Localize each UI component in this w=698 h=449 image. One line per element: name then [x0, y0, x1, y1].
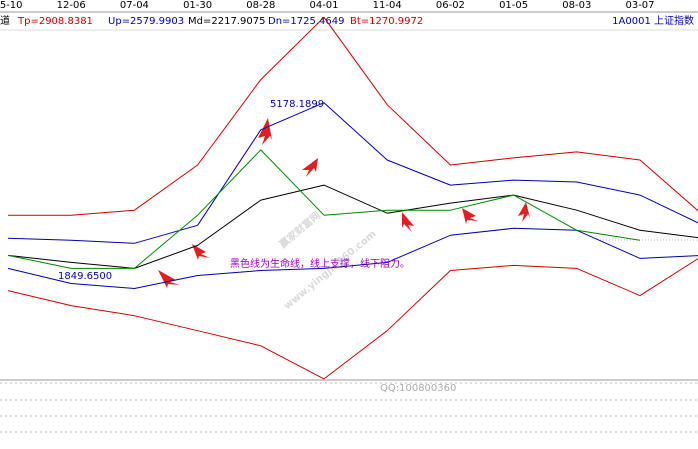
series-line	[7, 102, 698, 244]
arrows	[158, 118, 530, 288]
series-line	[7, 258, 698, 380]
series-line	[7, 227, 698, 289]
annotation: 5178.1899	[270, 99, 324, 110]
x-tick-label: 08-28	[246, 0, 275, 11]
x-tick-label: 08-03	[562, 0, 591, 11]
x-tick-label: 11-04	[373, 0, 402, 11]
x-tick-label: 12-06	[57, 0, 86, 11]
header-label: Bt=1270.9972	[350, 16, 423, 27]
x-tick-label: 05-10	[0, 0, 23, 11]
x-tick-label: 01-05	[499, 0, 528, 11]
series-line	[8, 16, 698, 216]
header-label: Up=2579.9903	[108, 16, 184, 27]
x-tick-label: 03-07	[625, 0, 654, 11]
x-tick-label: 01-30	[183, 0, 212, 11]
header-label: Tp=2908.8381	[17, 16, 93, 27]
symbol-label: 1A0001 上证指数	[612, 14, 694, 27]
x-tick-label: 06-02	[436, 0, 465, 11]
series-line	[7, 149, 641, 269]
annotation: 1849.6500	[58, 271, 112, 282]
header-label: Md=2217.9075	[188, 16, 265, 27]
x-tick-label: 07-04	[120, 0, 149, 11]
header-label: 道	[0, 14, 10, 27]
header-label: Dn=1725.4649	[268, 16, 345, 27]
x-tick-label: 04-01	[309, 0, 338, 11]
volume-grid	[0, 382, 698, 433]
annotation: QQ:100800360	[380, 383, 456, 394]
series-line	[7, 184, 698, 269]
annotation: 黑色线为生命线，线上支撑，线下阻力。	[230, 257, 410, 270]
